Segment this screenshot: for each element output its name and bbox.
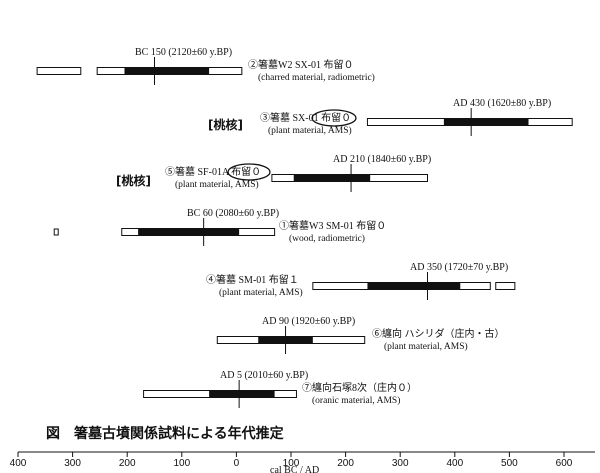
- handwritten-prefix: [桃核]: [208, 117, 243, 132]
- circle-annotation: [311, 109, 357, 127]
- sample-name: ③箸墓 SX-01 布留０: [260, 111, 351, 124]
- axis-tick-label: 600: [556, 458, 573, 469]
- axis-label: cal BC / AD: [270, 465, 319, 473]
- range-2sigma: [36, 67, 82, 75]
- axis-tick-label: 100: [283, 458, 300, 469]
- sample-material: (charred material, radiometric): [258, 72, 375, 83]
- range-1sigma: [443, 118, 529, 126]
- range-1sigma: [124, 67, 210, 75]
- sample-name: ⑦纏向石塚8次（庄内０）: [302, 381, 417, 394]
- date-label: AD 210 (1840±60 y.BP): [333, 154, 431, 165]
- axis-tick-label: 300: [392, 458, 409, 469]
- date-label: AD 350 (1720±70 y.BP): [410, 262, 508, 273]
- date-label: AD 90 (1920±60 y.BP): [262, 316, 355, 327]
- sample-material: (plant material, AMS): [268, 125, 352, 136]
- axis-tick-label: 100: [173, 458, 190, 469]
- axis-tick-label: 400: [446, 458, 463, 469]
- sample-material: (plant material, AMS): [384, 341, 468, 352]
- axis-tick-label: 300: [64, 458, 81, 469]
- figure-caption: 図 箸墓古墳関係試料による年代推定: [46, 425, 284, 442]
- axis-tick-label: 400: [10, 458, 27, 469]
- sample-material: (oranic material, AMS): [312, 395, 400, 406]
- sample-name: ①箸墓W3 SM-01 布留０: [279, 219, 386, 232]
- sample-material: (wood, radiometric): [289, 233, 365, 244]
- date-label: BC 150 (2120±60 y.BP): [135, 47, 232, 58]
- sample-name: ⑤箸墓 SF-01A 布留０: [165, 165, 261, 178]
- range-1sigma: [138, 228, 240, 236]
- sample-name: ⑥纏向 ハシリダ（庄内・古）: [372, 327, 505, 340]
- date-label: BC 60 (2080±60 y.BP): [187, 208, 279, 219]
- labels-layer: BC 150 (2120±60 y.BP) ②箸墓W2 SX-01 布留０(cha…: [116, 47, 551, 406]
- circle-annotation: [227, 163, 271, 181]
- sample-material: (plant material, AMS): [175, 179, 259, 190]
- axis-tick-label: 200: [337, 458, 354, 469]
- bars-layer: [36, 57, 573, 408]
- axis-tick-label: 500: [501, 458, 518, 469]
- axis-ticks: 400 300 200 100 0 100 200 300 400 500 600: [10, 452, 573, 469]
- sample-name: ④箸墓 SM-01 布留１: [206, 273, 299, 286]
- sample-material: (plant material, AMS): [219, 287, 303, 298]
- sample-name: ②箸墓W2 SX-01 布留０: [248, 58, 354, 71]
- stray-marker: [53, 228, 59, 236]
- handwritten-prefix: [桃核]: [116, 173, 151, 188]
- date-label: AD 430 (1620±80 y.BP): [453, 98, 551, 109]
- range-2sigma: [495, 282, 516, 290]
- range-1sigma: [209, 390, 275, 398]
- range-1sigma: [293, 174, 371, 182]
- range-1sigma: [367, 282, 461, 290]
- axis-tick-label: 200: [119, 458, 136, 469]
- date-label: AD 5 (2010±60 y.BP): [220, 370, 308, 381]
- axis-tick-label: 0: [234, 458, 240, 469]
